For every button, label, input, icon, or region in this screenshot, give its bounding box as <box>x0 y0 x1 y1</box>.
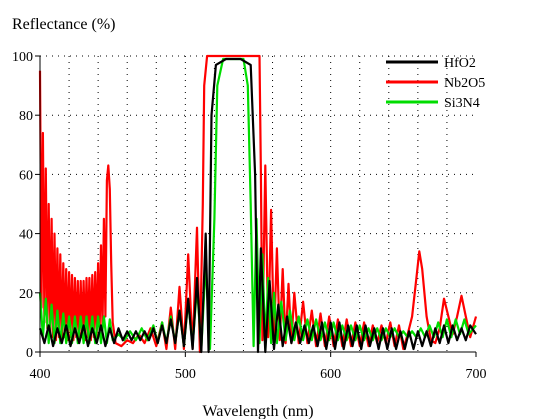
x-tick-label: 600 <box>320 367 341 382</box>
x-tick-label: 400 <box>30 367 51 382</box>
y-axis-label: Reflectance (%) <box>12 16 115 33</box>
y-tick-label: 20 <box>19 287 33 302</box>
x-tick-label: 700 <box>466 367 487 382</box>
legend: HfO2 Nb2O5 Si3N4 <box>386 56 485 111</box>
x-axis-label: Wavelength (nm) <box>202 403 313 419</box>
y-tick-label: 100 <box>12 50 33 65</box>
legend-label-hfo2: HfO2 <box>444 56 476 71</box>
y-tick-label: 80 <box>19 109 33 124</box>
x-tick-label: 500 <box>175 367 196 382</box>
y-tick-label: 0 <box>26 346 33 361</box>
legend-label-si3n4: Si3N4 <box>444 96 480 111</box>
y-tick-label: 60 <box>19 168 33 183</box>
y-tick-label: 40 <box>19 228 33 243</box>
axes <box>35 55 477 357</box>
legend-label-nb2o5: Nb2O5 <box>444 76 485 91</box>
tick-labels: 400 500 600 700 0 20 40 60 80 100 <box>12 50 487 382</box>
